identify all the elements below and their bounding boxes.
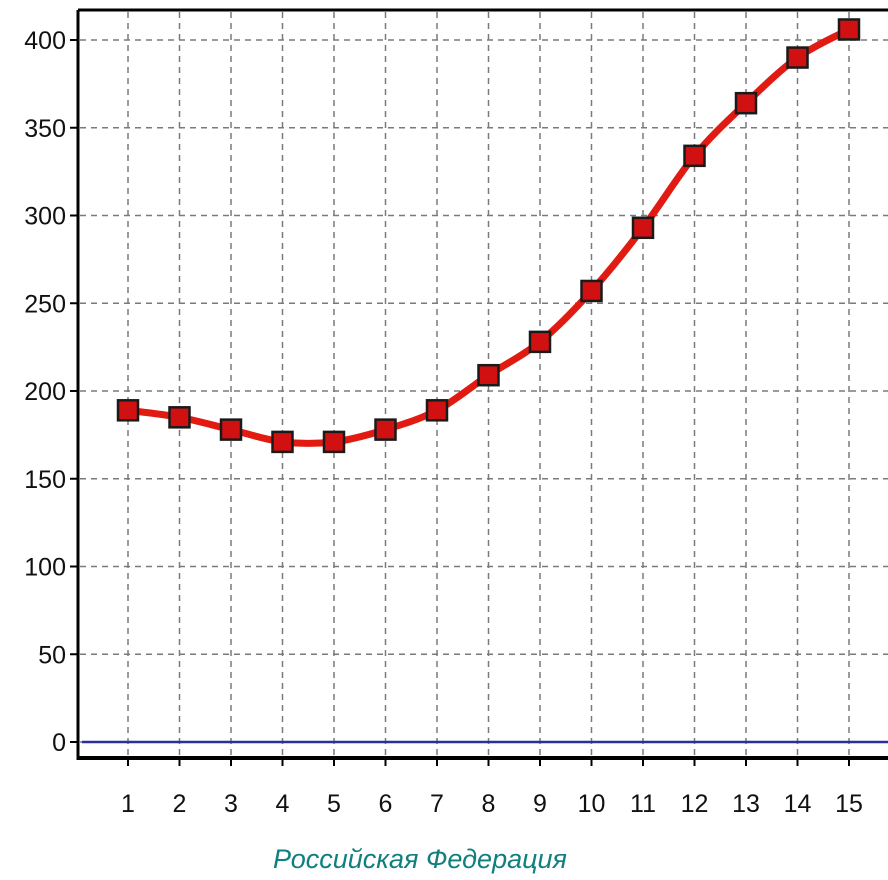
data-point-10 bbox=[580, 279, 603, 303]
x-tick-label-15: 15 bbox=[835, 790, 863, 818]
x-tick-label-8: 8 bbox=[482, 790, 496, 818]
data-point-12 bbox=[683, 144, 706, 168]
y-tick-label-50: 50 bbox=[38, 641, 66, 669]
y-tick-label-0: 0 bbox=[52, 729, 66, 757]
data-point-11 bbox=[631, 216, 655, 240]
y-tick-label-150: 150 bbox=[24, 466, 66, 494]
data-point-8 bbox=[477, 363, 500, 387]
x-tick-label-6: 6 bbox=[379, 790, 393, 818]
series-1 bbox=[116, 18, 861, 454]
data-point-13 bbox=[734, 91, 758, 115]
y-tick-labels: 0 50 100 150 200 250 300 350 400 bbox=[24, 27, 78, 757]
y-tick-label-350: 350 bbox=[24, 115, 66, 143]
data-point-5 bbox=[322, 430, 346, 454]
x-tick-label-3: 3 bbox=[224, 790, 238, 818]
data-point-4 bbox=[271, 430, 294, 454]
x-tick-label-9: 9 bbox=[533, 790, 547, 818]
data-point-7 bbox=[425, 399, 449, 422]
y-tick-label-300: 300 bbox=[24, 203, 66, 231]
data-point-3 bbox=[219, 418, 243, 441]
x-tick-label-1: 1 bbox=[121, 790, 135, 818]
x-tick-label-12: 12 bbox=[681, 790, 709, 818]
vertical-gridlines bbox=[127, 12, 850, 756]
y-tick-label-250: 250 bbox=[24, 290, 66, 318]
y-tick-label-400: 400 bbox=[24, 27, 66, 55]
x-tick-label-2: 2 bbox=[173, 790, 187, 818]
data-point-6 bbox=[374, 418, 397, 441]
data-point-9 bbox=[528, 330, 552, 354]
x-tick-labels: 1 2 3 4 5 6 7 8 9 10 11 12 13 14 15 bbox=[121, 758, 863, 818]
x-tick-label-13: 13 bbox=[732, 790, 760, 818]
y-tick-label-200: 200 bbox=[24, 378, 66, 406]
x-tick-label-11: 11 bbox=[630, 790, 656, 818]
x-tick-label-7: 7 bbox=[430, 790, 444, 818]
data-point-14 bbox=[786, 46, 809, 69]
x-tick-label-14: 14 bbox=[784, 790, 812, 818]
x-tick-label-5: 5 bbox=[327, 790, 341, 818]
x-axis-label: Российская Федерация bbox=[273, 844, 567, 874]
x-tick-label-10: 10 bbox=[578, 790, 606, 818]
data-point-15 bbox=[837, 18, 861, 41]
x-tick-label-4: 4 bbox=[276, 790, 290, 818]
data-point-1 bbox=[116, 399, 140, 422]
series-1-line bbox=[124, 25, 853, 447]
y-tick-label-100: 100 bbox=[24, 554, 66, 582]
data-point-2 bbox=[168, 406, 191, 429]
